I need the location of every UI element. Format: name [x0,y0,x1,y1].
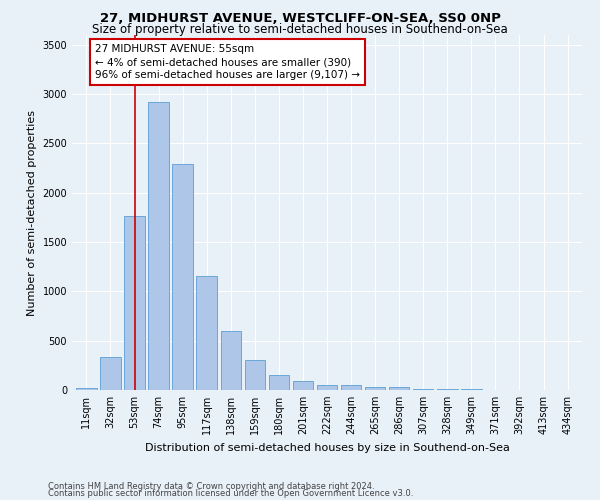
Text: Contains public sector information licensed under the Open Government Licence v3: Contains public sector information licen… [48,490,413,498]
Bar [461,389,482,390]
Bar [317,384,337,390]
Bar [389,387,409,390]
Text: 27 MIDHURST AVENUE: 55sqm
← 4% of semi-detached houses are smaller (390)
96% of : 27 MIDHURST AVENUE: 55sqm ← 4% of semi-d… [95,44,360,80]
Bar [221,332,241,390]
Bar [148,102,169,390]
Bar [172,164,193,390]
Bar [437,389,458,390]
X-axis label: Distribution of semi-detached houses by size in Southend-on-Sea: Distribution of semi-detached houses by … [145,442,509,452]
Bar [341,385,361,390]
Bar [124,216,145,390]
Bar [413,388,433,390]
Bar [196,276,217,390]
Bar [269,375,289,390]
Bar [100,358,121,390]
Bar [76,388,97,390]
Text: 27, MIDHURST AVENUE, WESTCLIFF-ON-SEA, SS0 0NP: 27, MIDHURST AVENUE, WESTCLIFF-ON-SEA, S… [100,12,500,26]
Text: Contains HM Land Registry data © Crown copyright and database right 2024.: Contains HM Land Registry data © Crown c… [48,482,374,491]
Bar [245,360,265,390]
Text: Size of property relative to semi-detached houses in Southend-on-Sea: Size of property relative to semi-detach… [92,22,508,36]
Y-axis label: Number of semi-detached properties: Number of semi-detached properties [27,110,37,316]
Bar [293,380,313,390]
Bar [365,386,385,390]
